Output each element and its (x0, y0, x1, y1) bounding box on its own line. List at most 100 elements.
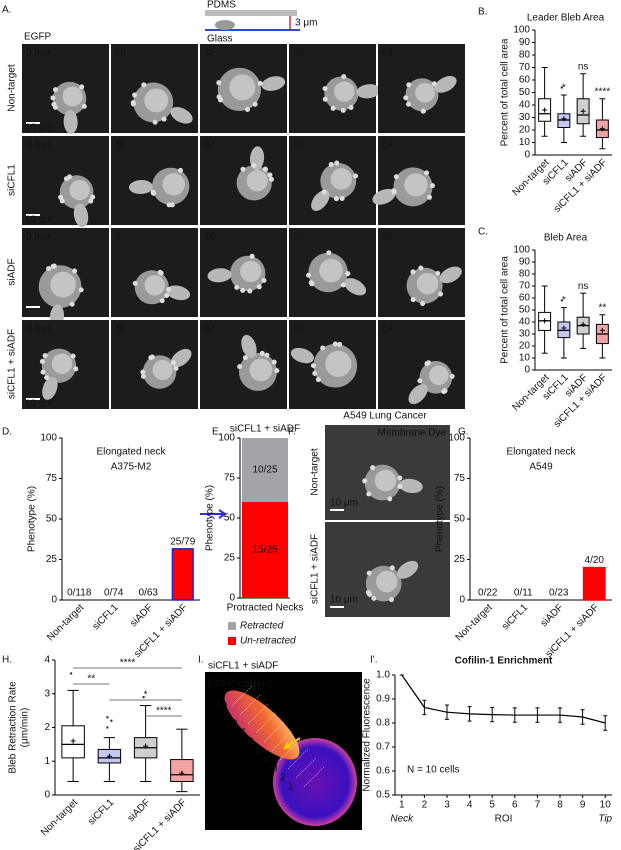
bleb (372, 188, 396, 205)
small-bleb (397, 475, 403, 481)
roi-label: 3 (272, 764, 278, 775)
roi-line (231, 685, 253, 707)
y-tick-label: 1.0 (376, 670, 390, 681)
y-tick-label: 50 (46, 514, 58, 525)
small-bleb (178, 167, 184, 173)
roi-line (279, 739, 301, 761)
cell-texture (416, 272, 439, 295)
scale-bar (330, 606, 344, 608)
error-bar (512, 707, 517, 723)
row-label: siCFL1 + siADF (310, 534, 321, 604)
small-bleb (388, 597, 394, 603)
bleb (439, 266, 462, 284)
small-bleb (130, 101, 136, 107)
y-tick-label: 100 (40, 433, 57, 444)
y-tick-label: 25 (454, 554, 466, 565)
small-bleb (72, 268, 78, 274)
small-bleb (268, 176, 274, 182)
small-bleb (306, 272, 312, 278)
small-bleb (218, 97, 224, 103)
cell-texture (69, 180, 90, 201)
roi-label: 5 (256, 746, 262, 757)
y-tick-label: 0 (459, 595, 465, 606)
mean (143, 743, 149, 749)
significance: ** (87, 674, 95, 685)
error-bar (422, 699, 427, 716)
y-axis-label: Bleb Retraction Rate (8, 681, 19, 774)
y-tick-label: 0 (524, 365, 530, 376)
value-label: 0/23 (549, 588, 569, 599)
roi-arrow (283, 737, 301, 750)
small-bleb (429, 183, 435, 189)
x-tick-label: siADF (128, 602, 155, 629)
bleb (170, 107, 193, 124)
small-bleb (79, 84, 85, 90)
x-tick-label: 9 (580, 800, 586, 811)
bleb (434, 75, 457, 93)
time-label: 16 (115, 140, 127, 151)
chart-title: Cofilin-1 Enrichment (455, 656, 553, 667)
y-tick-label: 70 (519, 62, 531, 73)
time-label: 32 (204, 140, 216, 151)
small-bleb (39, 358, 45, 364)
scale-bar (26, 398, 40, 400)
small-bleb (249, 253, 255, 259)
time-label: 32 (382, 232, 394, 243)
small-bleb (63, 176, 69, 182)
roi-line (239, 694, 261, 716)
legend-swatch (228, 637, 236, 645)
small-bleb (132, 92, 138, 98)
y-tick-label: 20 (519, 341, 531, 352)
value-label: 0/63 (139, 588, 159, 599)
small-bleb (242, 355, 248, 361)
time-label: 64 (382, 324, 394, 335)
scale-bar (26, 306, 40, 308)
cell-body (273, 738, 357, 826)
y-tick-label: 100 (218, 433, 235, 444)
y-tick-label: 0 (44, 790, 50, 801)
roi-label: 1 (288, 782, 294, 793)
value-label: 0/11 (514, 588, 533, 599)
roi-line (287, 748, 309, 770)
pdms-bar (205, 10, 297, 16)
small-bleb (333, 196, 339, 202)
roi-label: 2 (280, 773, 286, 784)
panel-title: A549 Lung Cancer (343, 411, 427, 422)
small-bleb (237, 364, 243, 370)
small-bleb (90, 194, 96, 200)
row-label: siCFL1 (7, 164, 18, 196)
time-label: 0 min (26, 48, 50, 59)
y-tick-label: 0.6 (376, 766, 390, 777)
scale-label: 10 μm (25, 215, 53, 226)
small-bleb (424, 170, 430, 176)
y-axis-label: Phenotype (%) (205, 485, 216, 551)
y-tick-label: 50 (224, 513, 236, 524)
y-tick-label: 90 (519, 257, 531, 268)
bleb (344, 278, 367, 296)
legend-swatch (228, 622, 236, 630)
cell-texture (162, 173, 185, 196)
small-bleb (426, 194, 432, 200)
x-tick-label: 6 (512, 800, 518, 811)
cell-texture (246, 170, 268, 192)
panel-label: E. (212, 427, 221, 438)
scale-bar (26, 122, 40, 124)
small-bleb (365, 589, 371, 595)
bleb (207, 268, 232, 283)
small-bleb (321, 189, 327, 195)
cell-texture (429, 365, 449, 386)
cell-texture (50, 271, 76, 298)
y-tick-label: 0.8 (376, 718, 390, 729)
scale-label: 10 μm (330, 498, 358, 509)
y-tick-label: 90 (519, 37, 531, 48)
mean (580, 321, 586, 327)
small-bleb (149, 354, 155, 360)
y-tick-label: 50 (519, 87, 531, 98)
cell-texture (229, 74, 256, 101)
bleb (356, 84, 381, 99)
x-tick-label: siCFL1 (500, 602, 530, 632)
y-tick-label: 75 (224, 473, 236, 484)
cell-texture (415, 82, 435, 103)
y-tick-label: 50 (519, 305, 531, 316)
bleb (261, 76, 286, 91)
